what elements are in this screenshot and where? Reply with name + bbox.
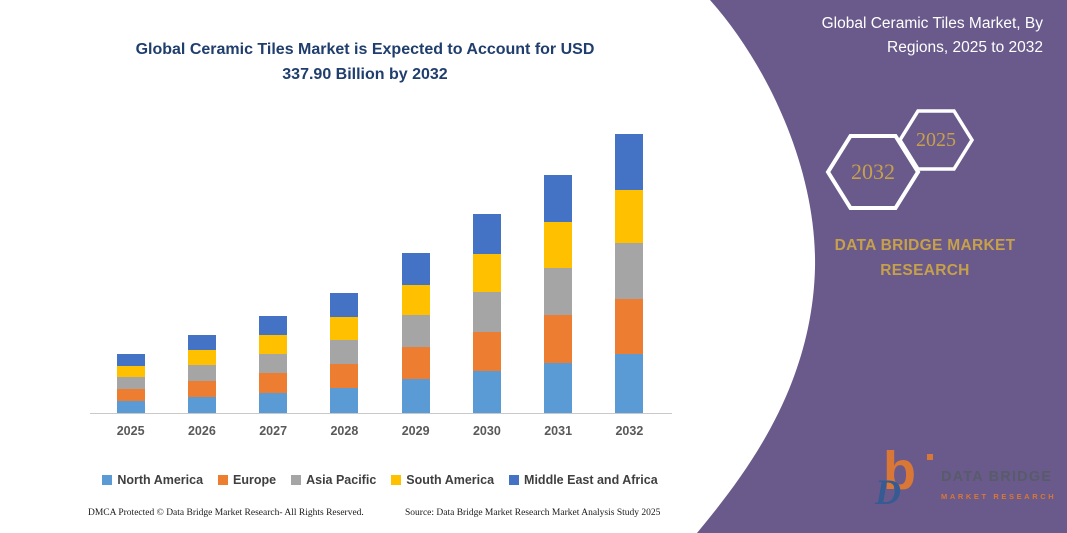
bar-segment — [401, 347, 430, 380]
bar-2031 — [544, 131, 573, 413]
footer-dmca-text: DMCA Protected © Data Bridge Market Rese… — [88, 508, 364, 518]
bar-segment — [330, 317, 359, 341]
legend-item: Europe — [218, 473, 276, 487]
panel-title: Global Ceramic Tiles Market, By Regions,… — [821, 15, 1043, 57]
x-axis-line — [90, 413, 672, 414]
legend-label: Asia Pacific — [306, 473, 377, 487]
x-axis-label: 2029 — [401, 424, 430, 438]
bar-segment — [615, 242, 644, 299]
bar-segment — [259, 315, 288, 336]
bar-segment — [259, 335, 288, 354]
footer-source-text: Source: Data Bridge Market Research Mark… — [405, 508, 661, 518]
legend-item: Asia Pacific — [291, 473, 376, 487]
legend-swatch-icon — [218, 475, 229, 485]
logo-dot-icon — [927, 454, 933, 460]
bar-segment — [615, 134, 644, 191]
bar-segment — [401, 379, 430, 413]
x-axis-labels: 2025 2026 2027 2028 2029 2030 2031 2032 — [95, 424, 665, 440]
bar-segment — [187, 334, 216, 351]
bar-segment — [330, 387, 359, 413]
bar-segment — [544, 362, 573, 413]
bar-segment — [472, 371, 501, 413]
bar-segment — [615, 298, 644, 355]
bar-segment — [472, 291, 501, 332]
bar-segment — [330, 363, 359, 388]
dbmr-logo: b D DATA BRIDGE MARKET RESEARCH — [875, 444, 1065, 528]
bar-segment — [401, 253, 430, 286]
bar-segment — [544, 267, 573, 316]
bar-segment — [401, 315, 430, 348]
bar-segment — [187, 350, 216, 366]
legend-swatch-icon — [509, 475, 520, 485]
x-axis-label: 2025 — [116, 424, 145, 438]
brand-name-text: DATA BRIDGE MARKET RESEARCH — [834, 237, 1016, 279]
legend-label: Middle East and Africa — [524, 473, 658, 487]
bar-2028 — [330, 131, 359, 413]
bar-segment — [330, 340, 359, 364]
bar-2027 — [259, 131, 288, 413]
bar-segment — [116, 353, 145, 366]
bar-segment — [116, 400, 145, 413]
bar-2029 — [401, 131, 430, 413]
legend-item: North America — [102, 473, 203, 487]
purple-panel-shape — [697, 0, 1067, 533]
bar-segment — [259, 353, 288, 374]
bar-segment — [187, 380, 216, 397]
x-axis-label: 2026 — [187, 424, 216, 438]
chart-title: Global Ceramic Tiles Market is Expected … — [135, 41, 595, 83]
hexagon-2032 — [825, 134, 921, 210]
logo-b-icon: b — [883, 441, 916, 501]
logo-title: DATA BRIDGE — [941, 469, 1053, 485]
legend-swatch-icon — [291, 475, 302, 485]
legend-swatch-icon — [391, 475, 402, 485]
logo-d-icon: D — [875, 472, 901, 512]
bar-segment — [544, 174, 573, 223]
bar-2032 — [615, 131, 644, 413]
bar-segment — [544, 222, 573, 268]
bar-2026 — [187, 131, 216, 413]
bar-segment — [259, 392, 288, 413]
bar-segment — [116, 365, 145, 377]
legend-item: South America — [391, 473, 494, 487]
bar-segment — [187, 365, 216, 381]
logo-wordmark: DATA BRIDGE MARKET RESEARCH — [941, 468, 1061, 504]
logo-subtitle: MARKET RESEARCH — [941, 492, 1057, 501]
bar-2025 — [116, 131, 145, 413]
bar-segment — [472, 254, 501, 292]
bar-segment — [401, 285, 430, 316]
chart-legend: North America Europe Asia Pacific South Ame… — [85, 472, 675, 488]
bar-segment — [116, 376, 145, 389]
hexagon-year-2032: 2032 — [851, 159, 895, 184]
bar-segment — [472, 331, 501, 372]
hexagon-year-2025: 2025 — [916, 129, 956, 151]
x-axis-label: 2031 — [544, 424, 573, 438]
legend-label: North America — [117, 473, 204, 487]
legend-item: Middle East and Africa — [509, 473, 658, 487]
bar-segment — [544, 315, 573, 363]
bar-segment — [615, 190, 644, 243]
bar-segment — [330, 293, 359, 318]
bar-segment — [116, 388, 145, 401]
x-axis-label: 2027 — [259, 424, 288, 438]
x-axis-label: 2032 — [615, 424, 644, 438]
bar-segment — [615, 354, 644, 413]
x-axis-label: 2028 — [330, 424, 359, 438]
legend-label: South America — [406, 473, 495, 487]
legend-swatch-icon — [102, 475, 113, 485]
legend-label: Europe — [233, 473, 277, 487]
bar-segment — [472, 214, 501, 255]
plot-area — [95, 131, 665, 413]
x-axis-label: 2030 — [472, 424, 501, 438]
bar-segment — [187, 396, 216, 413]
bar-2030 — [472, 131, 501, 413]
bar-segment — [259, 373, 288, 393]
